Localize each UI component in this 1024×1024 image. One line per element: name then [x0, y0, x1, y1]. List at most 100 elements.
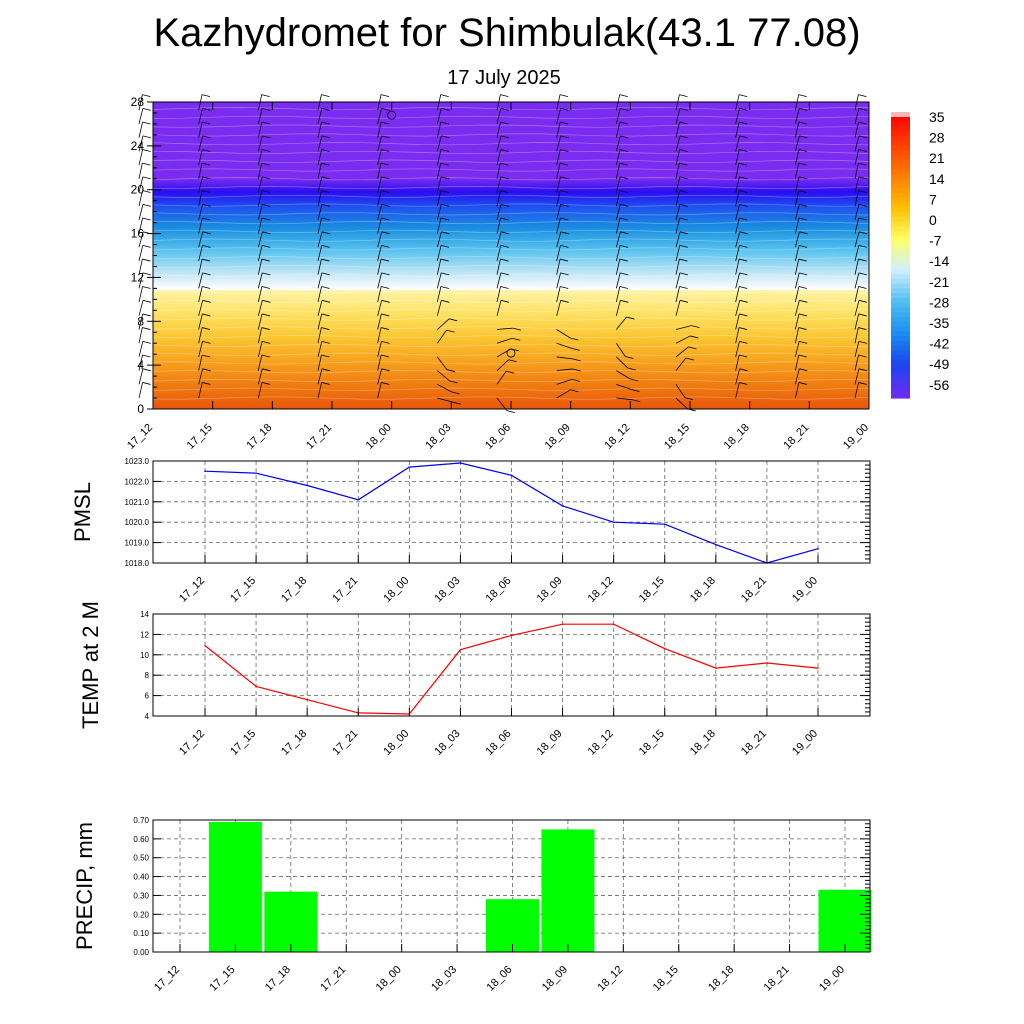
- wind-barb: [794, 341, 800, 358]
- wind-barb-flag: [261, 217, 271, 221]
- temp2m-x-tick-label: 18_12: [586, 728, 616, 758]
- wind-barb-flag: [858, 231, 868, 235]
- wind-barb-flag: [738, 162, 748, 166]
- wind-barb: [854, 354, 859, 371]
- wind-barb-flag: [570, 337, 579, 341]
- wind-barb-flag: [202, 299, 211, 303]
- wind-barb-flag: [679, 231, 689, 235]
- wind-barb-flag: [631, 389, 640, 392]
- wind-barb: [496, 121, 501, 138]
- wind-barb-flag: [261, 162, 270, 166]
- wind-barb-flag: [142, 340, 151, 344]
- wind-barb: [496, 359, 509, 371]
- wind-barb: [615, 135, 621, 152]
- wind-barb-flag: [679, 121, 688, 125]
- wind-barb-flag: [739, 135, 748, 139]
- wind-barb: [317, 300, 323, 316]
- wind-barb: [556, 176, 561, 193]
- wind-barb: [138, 368, 144, 385]
- wind-barb: [377, 108, 382, 125]
- wind-barb: [556, 300, 562, 316]
- wind-barb-flag: [500, 245, 509, 248]
- colorbar-segment: [891, 126, 910, 132]
- wind-barb-flag: [321, 245, 330, 248]
- wind-barb-flag: [446, 329, 455, 333]
- wind-barb: [675, 204, 681, 220]
- wind-barb: [615, 272, 621, 289]
- wind-barb-flag: [500, 162, 509, 166]
- contour-line: [152, 133, 870, 137]
- pmsl-point: [663, 523, 666, 526]
- precip-bar: [486, 899, 539, 952]
- wind-barb-flag: [620, 176, 629, 180]
- wind-barb: [317, 258, 322, 275]
- wind-barb-flag: [679, 272, 688, 276]
- wind-barb: [198, 286, 203, 303]
- wind-barb: [735, 313, 740, 330]
- wind-barb: [496, 370, 507, 385]
- colorbar-segment: [891, 164, 910, 170]
- x-tick-label: 18_18: [722, 422, 752, 452]
- colorbar-segment: [891, 264, 910, 270]
- wind-barb-flag: [560, 203, 569, 207]
- wind-barb-flag: [202, 340, 211, 344]
- precip-y-label: PRECIP, mm: [72, 822, 97, 950]
- wind-barb: [317, 149, 323, 166]
- wind-barb: [138, 163, 143, 179]
- wind-barb-flag: [739, 176, 748, 180]
- wind-barb-flag: [559, 162, 569, 166]
- wind-barb: [138, 121, 143, 138]
- wind-barb-flag: [572, 358, 581, 362]
- wind-barb: [257, 204, 263, 220]
- wind-barb-flag: [440, 217, 450, 221]
- wind-barb-flag: [381, 368, 390, 372]
- contour-line: [152, 370, 870, 374]
- y-tick-label: 24: [131, 139, 145, 153]
- colorbar-segment: [891, 374, 910, 380]
- wind-barb-flag: [441, 272, 450, 276]
- wind-barb: [735, 231, 741, 248]
- wind-barb-flag: [201, 162, 211, 166]
- wind-barb: [377, 176, 382, 193]
- wind-barb-flag: [381, 231, 390, 235]
- wind-barb: [794, 286, 800, 303]
- wind-barb: [735, 286, 740, 303]
- x-tick-label: 17_15: [185, 422, 215, 452]
- colorbar-segment: [891, 340, 910, 347]
- wind-barb-flag: [512, 327, 522, 331]
- wind-barb: [854, 286, 859, 303]
- wind-barb: [198, 149, 203, 166]
- wind-barb: [377, 217, 382, 234]
- wind-barb: [794, 258, 800, 275]
- wind-barb-flag: [560, 135, 569, 139]
- colorbar-segment: [891, 240, 910, 247]
- wind-barb-flag: [142, 190, 151, 193]
- colorbar-segment: [891, 269, 910, 275]
- wind-barb: [257, 368, 263, 385]
- wind-barb-flag: [739, 108, 748, 111]
- wind-barb-flag: [619, 162, 628, 166]
- wind-barb: [138, 286, 143, 303]
- wind-barb: [615, 204, 621, 220]
- wind-barb-flag: [619, 258, 628, 262]
- colorbar-segment: [891, 288, 910, 294]
- temp2m-point: [766, 662, 768, 664]
- colorbar-segment: [891, 145, 910, 151]
- wind-barb: [615, 190, 621, 207]
- heatmap-field: [153, 102, 869, 409]
- wind-barb: [317, 204, 323, 220]
- wind-barb-flag: [798, 121, 807, 125]
- colorbar-segment: [891, 259, 910, 266]
- wind-barb-flag: [262, 272, 271, 276]
- wind-barb: [735, 135, 741, 152]
- pmsl-point: [408, 466, 411, 468]
- contour-line: [152, 212, 870, 216]
- wind-barb-flag: [739, 286, 748, 289]
- pmsl-point: [561, 505, 564, 507]
- wind-barb: [616, 342, 626, 357]
- wind-barb: [198, 231, 204, 248]
- wind-barb-flag: [202, 135, 211, 139]
- colorbar-segment: [891, 121, 910, 127]
- wind-barb: [794, 272, 800, 289]
